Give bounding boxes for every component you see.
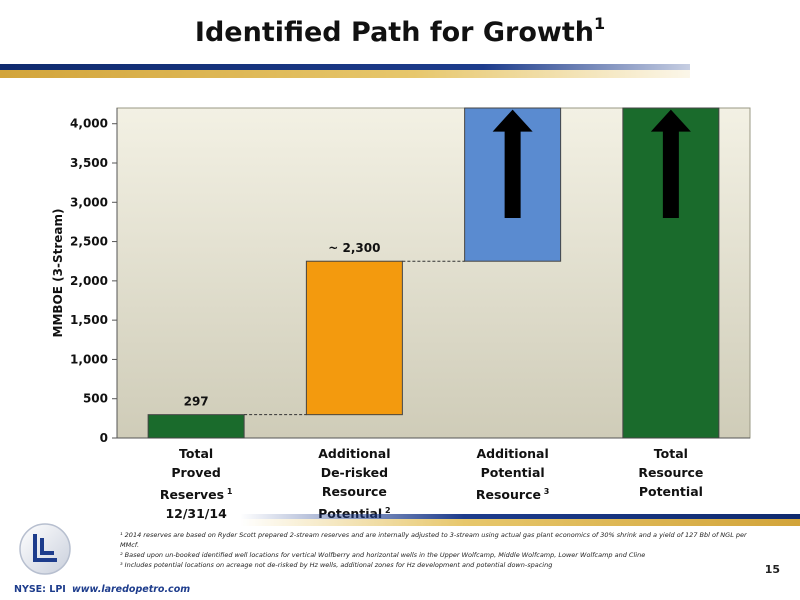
- x-category-line: 12/31/14: [165, 506, 227, 522]
- footer-website-link[interactable]: www.laredopetro.com: [72, 584, 191, 595]
- y-tick-label: 2,500: [70, 235, 108, 249]
- chart-area: 0 500 1,000 1,500 2,000 2,500 3,000 3,500 4,000 M…: [0, 80, 800, 523]
- x-category-line: Total: [653, 446, 688, 461]
- x-category-line: Potential: [480, 465, 545, 480]
- y-tick-label: 0: [100, 431, 108, 445]
- x-category-line: Total: [179, 446, 214, 461]
- y-tick-label: 3,000: [70, 195, 108, 209]
- header-band-navy: [0, 64, 690, 70]
- title-area: Identified Path for Growth1: [0, 0, 800, 60]
- x-category-line: Additional: [476, 446, 549, 461]
- x-category-superscript: 1: [224, 487, 233, 496]
- bar-2: [305, 260, 403, 416]
- footer-band-gold: [240, 519, 800, 526]
- bar-data-label: 297: [184, 395, 209, 409]
- footnote-1: ¹ 2014 reserves are based on Ryder Scott…: [120, 531, 747, 549]
- laredo-logo-icon: [19, 523, 71, 575]
- waterfall-chart: 0 500 1,000 1,500 2,000 2,500 3,000 3,500 4,000 M…: [51, 107, 751, 445]
- title-text: Identified Path for Growth: [194, 17, 594, 48]
- y-tick-label: 1,500: [70, 313, 108, 327]
- x-category-line: De-risked: [320, 465, 389, 480]
- page-title: Identified Path for Growth1: [0, 14, 800, 48]
- x-category-line: Additional: [318, 446, 391, 461]
- footer-band-navy: [240, 514, 800, 519]
- footnote-3: ³ Includes potential locations on acreag…: [120, 561, 553, 569]
- y-tick-label: 500: [83, 392, 108, 406]
- page-number: 15: [764, 563, 780, 576]
- y-axis-title: MMBOE (3-Stream): [51, 209, 65, 338]
- y-tick-label: 2,000: [70, 274, 108, 288]
- x-category-line: Resource 3: [475, 487, 550, 503]
- up-arrow-icon: [650, 109, 691, 218]
- x-category-superscript: 2: [382, 506, 391, 515]
- x-category-superscript: 3: [540, 487, 550, 496]
- footnote-2: ² Based upon un-booked identified well l…: [120, 551, 646, 559]
- x-category-line: Reserves 1: [159, 487, 233, 503]
- x-category-label: Total Resource Potential: [601, 444, 741, 501]
- x-category-line: Resource: [321, 484, 387, 499]
- footnotes: ¹ 2014 reserves are based on Ryder Scott…: [120, 530, 760, 570]
- x-category-line: Resource: [638, 465, 704, 480]
- y-tick-label: 4,000: [70, 117, 108, 131]
- up-arrow-icon: [492, 109, 533, 218]
- y-tick-label: 3,500: [70, 156, 108, 170]
- x-category-line: Proved: [171, 465, 221, 480]
- y-tick-label: 1,000: [70, 352, 108, 366]
- x-category-label: Additional Potential Resource 3: [443, 444, 583, 504]
- x-category-label: Total Proved Reserves 1 12/31/14: [126, 444, 266, 523]
- x-category-line: Potential: [638, 484, 703, 499]
- header-band-gold: [0, 70, 690, 78]
- footer-ticker: NYSE: LPI: [14, 584, 66, 595]
- bar-data-label: ~ 2,300: [328, 241, 380, 255]
- title-superscript: 1: [593, 14, 606, 33]
- bar-1: [147, 414, 245, 439]
